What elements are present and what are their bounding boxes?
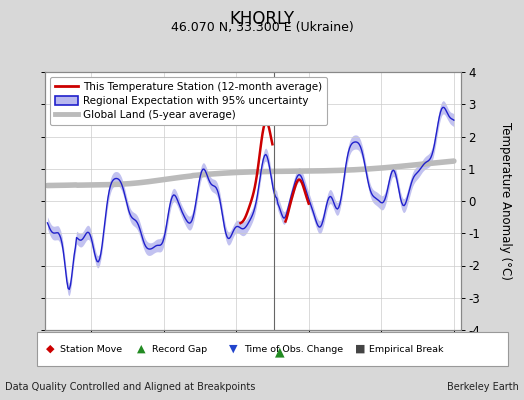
Legend: This Temperature Station (12-month average), Regional Expectation with 95% uncer: This Temperature Station (12-month avera… <box>50 77 328 125</box>
Text: Time of Obs. Change: Time of Obs. Change <box>244 344 343 354</box>
Text: ◆: ◆ <box>46 344 54 354</box>
Text: Record Gap: Record Gap <box>152 344 207 354</box>
Text: Berkeley Earth: Berkeley Earth <box>447 382 519 392</box>
Text: Empirical Break: Empirical Break <box>369 344 444 354</box>
Y-axis label: Temperature Anomaly (°C): Temperature Anomaly (°C) <box>499 122 512 280</box>
Text: ■: ■ <box>355 344 365 354</box>
Text: KHORLY: KHORLY <box>230 10 294 28</box>
Text: Data Quality Controlled and Aligned at Breakpoints: Data Quality Controlled and Aligned at B… <box>5 382 256 392</box>
Text: ▼: ▼ <box>229 344 237 354</box>
Text: ▲: ▲ <box>137 344 146 354</box>
Text: ▲: ▲ <box>275 346 285 358</box>
Text: Station Move: Station Move <box>60 344 123 354</box>
Text: 46.070 N, 33.300 E (Ukraine): 46.070 N, 33.300 E (Ukraine) <box>171 21 353 34</box>
